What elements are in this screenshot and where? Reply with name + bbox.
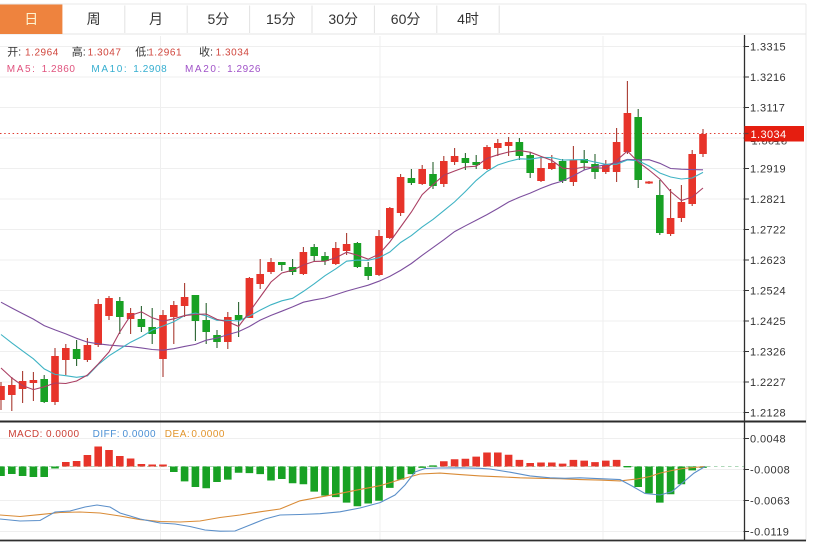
svg-text:1.2919: 1.2919: [750, 164, 786, 176]
svg-text:30分: 30分: [328, 11, 358, 27]
svg-text:4时: 4时: [457, 11, 479, 27]
svg-text:MA10:: MA10:: [91, 64, 128, 75]
svg-text:1.2623: 1.2623: [750, 255, 786, 267]
svg-text:MA20:: MA20:: [185, 64, 222, 75]
svg-text:1.3315: 1.3315: [750, 42, 786, 54]
svg-text:1.3047: 1.3047: [88, 47, 122, 58]
svg-text:0.0048: 0.0048: [750, 434, 786, 446]
svg-text:1.2860: 1.2860: [42, 64, 76, 75]
svg-text:DIFF:: DIFF:: [93, 429, 121, 440]
svg-text:低:: 低:: [135, 45, 149, 58]
svg-text:1.2227: 1.2227: [750, 377, 786, 389]
svg-text:收:: 收:: [199, 44, 213, 58]
svg-text:5分: 5分: [208, 11, 230, 27]
svg-text:周: 周: [87, 11, 101, 27]
svg-text:MA5:: MA5:: [7, 64, 37, 75]
svg-text:1.2722: 1.2722: [750, 225, 786, 237]
svg-text:1.2821: 1.2821: [750, 194, 786, 206]
svg-text:1.3034: 1.3034: [216, 47, 250, 58]
svg-text:-0.0063: -0.0063: [750, 496, 790, 508]
svg-text:高:: 高:: [72, 44, 86, 58]
svg-text:1.2524: 1.2524: [750, 286, 786, 298]
svg-text:1.2961: 1.2961: [148, 47, 182, 58]
svg-text:1.2908: 1.2908: [133, 64, 167, 75]
svg-text:0.0000: 0.0000: [46, 429, 80, 440]
svg-text:1.2926: 1.2926: [227, 64, 261, 75]
svg-text:1.2425: 1.2425: [750, 316, 786, 328]
svg-text:日: 日: [24, 11, 38, 27]
svg-text:1.2128: 1.2128: [750, 408, 786, 420]
svg-text:0.0000: 0.0000: [123, 429, 157, 440]
svg-text:-0.0008: -0.0008: [750, 465, 790, 477]
svg-text:1.3117: 1.3117: [750, 103, 785, 115]
svg-text:开:: 开:: [7, 46, 21, 58]
svg-text:1.3216: 1.3216: [750, 72, 786, 84]
svg-text:0.0000: 0.0000: [191, 429, 225, 440]
svg-text:-0.0119: -0.0119: [750, 527, 789, 539]
svg-text:1.2326: 1.2326: [750, 347, 786, 359]
svg-text:月: 月: [149, 11, 163, 27]
svg-text:15分: 15分: [266, 11, 296, 27]
svg-text:60分: 60分: [391, 11, 421, 27]
svg-text:DEA:: DEA:: [165, 429, 190, 440]
svg-text:1.3034: 1.3034: [751, 129, 787, 141]
svg-text:1.2964: 1.2964: [25, 47, 59, 58]
svg-text:MACD:: MACD:: [8, 429, 43, 440]
